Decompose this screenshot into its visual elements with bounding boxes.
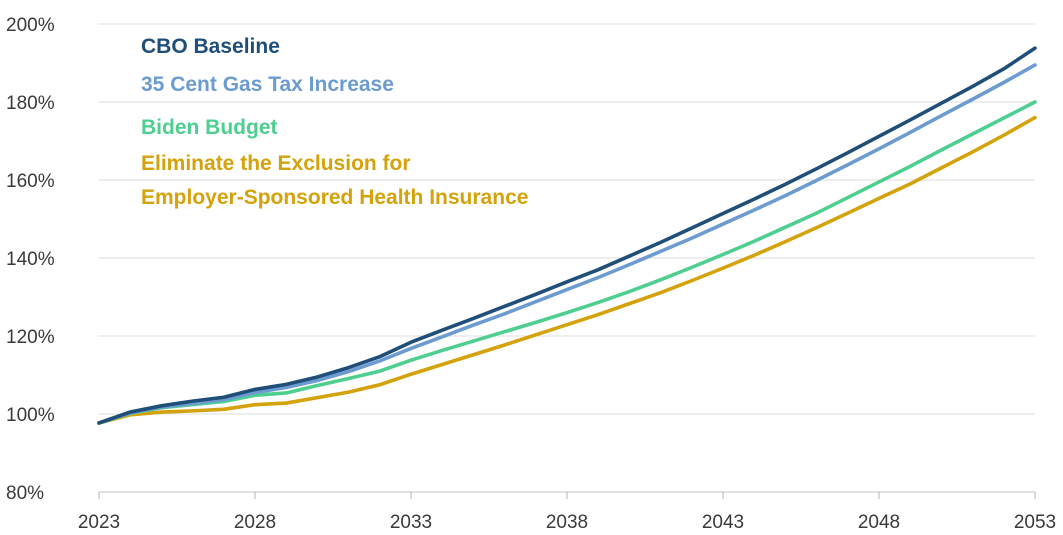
y-tick-label: 160% <box>6 171 55 192</box>
series-line <box>97 46 1037 425</box>
y-tick-label: 140% <box>6 249 55 270</box>
legend-entry: Eliminate the Exclusion for <box>141 152 411 175</box>
x-tick-label: 2053 <box>1014 512 1056 533</box>
y-tick-label: 180% <box>6 93 55 114</box>
grid-layer <box>99 23 1035 415</box>
x-tick-label: 2043 <box>702 512 744 533</box>
x-tick-label: 2023 <box>78 512 120 533</box>
x-tick-label: 2048 <box>858 512 900 533</box>
legend-entry: 35 Cent Gas Tax Increase <box>141 73 394 96</box>
series-layer <box>97 46 1037 425</box>
series-line <box>97 100 1037 425</box>
x-tick-label: 2028 <box>234 512 276 533</box>
y-tick-label: 100% <box>6 405 55 426</box>
y-tick-label: 120% <box>6 327 55 348</box>
legend-entry: Employer-Sponsored Health Insurance <box>141 186 528 209</box>
legend: CBO Baseline 35 Cent Gas Tax Increase Bide… <box>141 35 528 209</box>
series-line <box>97 115 1037 425</box>
y-tick-label: 80% <box>6 483 44 504</box>
x-tick-label: 2038 <box>546 512 588 533</box>
legend-entry: CBO Baseline <box>141 35 280 58</box>
series-line <box>97 63 1037 425</box>
y-tick-label: 200% <box>6 15 55 36</box>
x-tick-label: 2033 <box>390 512 432 533</box>
legend-entry: Biden Budget <box>141 116 278 139</box>
axis-layer: 80% 100% 120% 140% 160% 180% 200% 2023 2028 2033 2… <box>6 15 1056 533</box>
